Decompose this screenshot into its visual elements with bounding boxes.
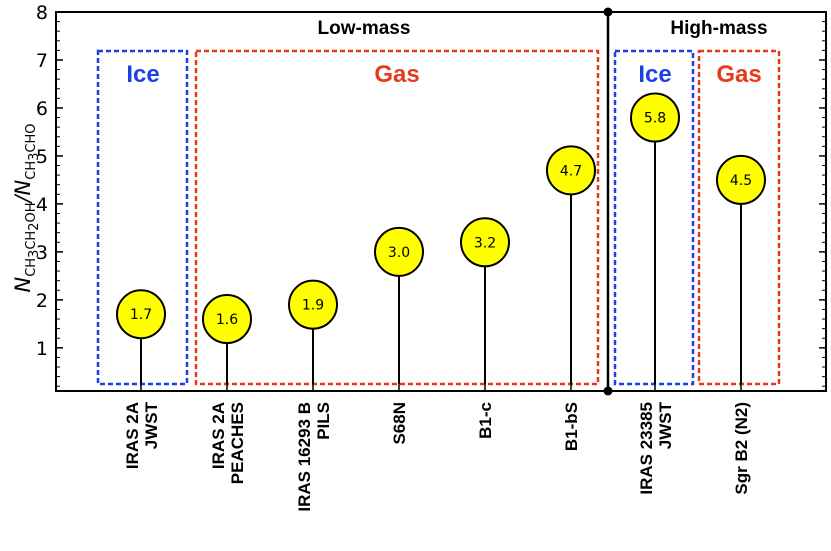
divider-top-dot: [603, 7, 613, 17]
x-category-label: IRAS 16293 B PILS: [295, 402, 333, 512]
x-category-label: IRAS 2A JWST: [123, 401, 161, 469]
divider-bottom-dot: [603, 386, 613, 396]
value-label: 1.6: [216, 312, 238, 328]
y-tick-label: 2: [36, 290, 48, 312]
value-label: 3.0: [388, 245, 410, 261]
value-label: 3.2: [474, 235, 496, 251]
x-category-label: S68N: [390, 402, 409, 445]
x-category-line1: B1-c: [476, 402, 495, 439]
x-category-line1: IRAS 2A: [209, 402, 228, 469]
lollipop-marker: [630, 92, 680, 143]
box-label-gas-high: Gas: [716, 61, 761, 88]
lollipop-marker: [460, 217, 510, 268]
x-category-line1: B1-bS: [562, 402, 581, 451]
y-tick-label: 6: [36, 98, 48, 120]
ice-box-low: [96, 49, 189, 386]
box-label-ice-high: Ice: [638, 61, 671, 88]
x-category-line1: S68N: [390, 402, 409, 445]
lollipop-marker: [374, 226, 424, 277]
x-axis: IRAS 2A JWST IRAS 2A PEACHES IRAS 16293 B PIL…: [123, 384, 751, 512]
group-label-low-mass: Low-mass: [318, 18, 411, 39]
y-axis-label: NCH3CH2OH/NCH3CHO: [11, 123, 42, 292]
x-category-label: IRAS 23385 JWST: [637, 401, 675, 494]
x-category-line1: IRAS 2A: [123, 402, 142, 469]
box-label-ice-low: Ice: [126, 61, 159, 88]
x-category-line2: JWST: [656, 401, 675, 449]
x-category-line2: JWST: [142, 401, 161, 449]
value-label: 1.7: [130, 307, 152, 323]
box-label-gas-low: Gas: [374, 61, 419, 88]
value-label: 4.7: [560, 163, 582, 179]
x-category-line1: IRAS 16293 B: [295, 402, 314, 512]
lollipop-marker: [202, 294, 252, 345]
lollipop-marker: [716, 154, 766, 205]
y-tick-label: 8: [36, 2, 48, 24]
data-marks: 1.7 1.6 1.9 3.0 3.2 4.7 5.8 4.5: [116, 92, 766, 384]
group-label-high-mass: High-mass: [670, 18, 767, 39]
y-tick-label: 1: [36, 338, 48, 360]
lollipop-marker: [288, 279, 338, 330]
x-category-line1: Sgr B2 (N2): [732, 402, 751, 495]
y-tick-label: 3: [36, 242, 48, 264]
region-boxes: [96, 49, 781, 386]
x-category-label: B1-c: [476, 402, 495, 439]
x-category-label: IRAS 2A PEACHES: [209, 402, 247, 484]
value-label: 5.8: [644, 111, 666, 127]
x-category-label: Sgr B2 (N2): [732, 402, 751, 495]
gas-box-high: [697, 49, 781, 386]
value-label: 1.9: [302, 298, 324, 314]
plot-frame: [55, 11, 827, 392]
y-tick-label: 7: [36, 50, 48, 72]
x-category-label: B1-bS: [562, 402, 581, 451]
y-tick-label: 5: [36, 146, 48, 168]
gas-box-low: [194, 49, 600, 386]
x-category-line1: IRAS 23385: [637, 402, 656, 495]
y-tick-label: 4: [36, 194, 48, 216]
x-category-line2: PEACHES: [228, 402, 247, 484]
x-category-line2: PILS: [314, 402, 333, 440]
value-label: 4.5: [730, 173, 752, 189]
lollipop-marker: [546, 145, 596, 196]
lollipop-marker: [116, 289, 166, 340]
